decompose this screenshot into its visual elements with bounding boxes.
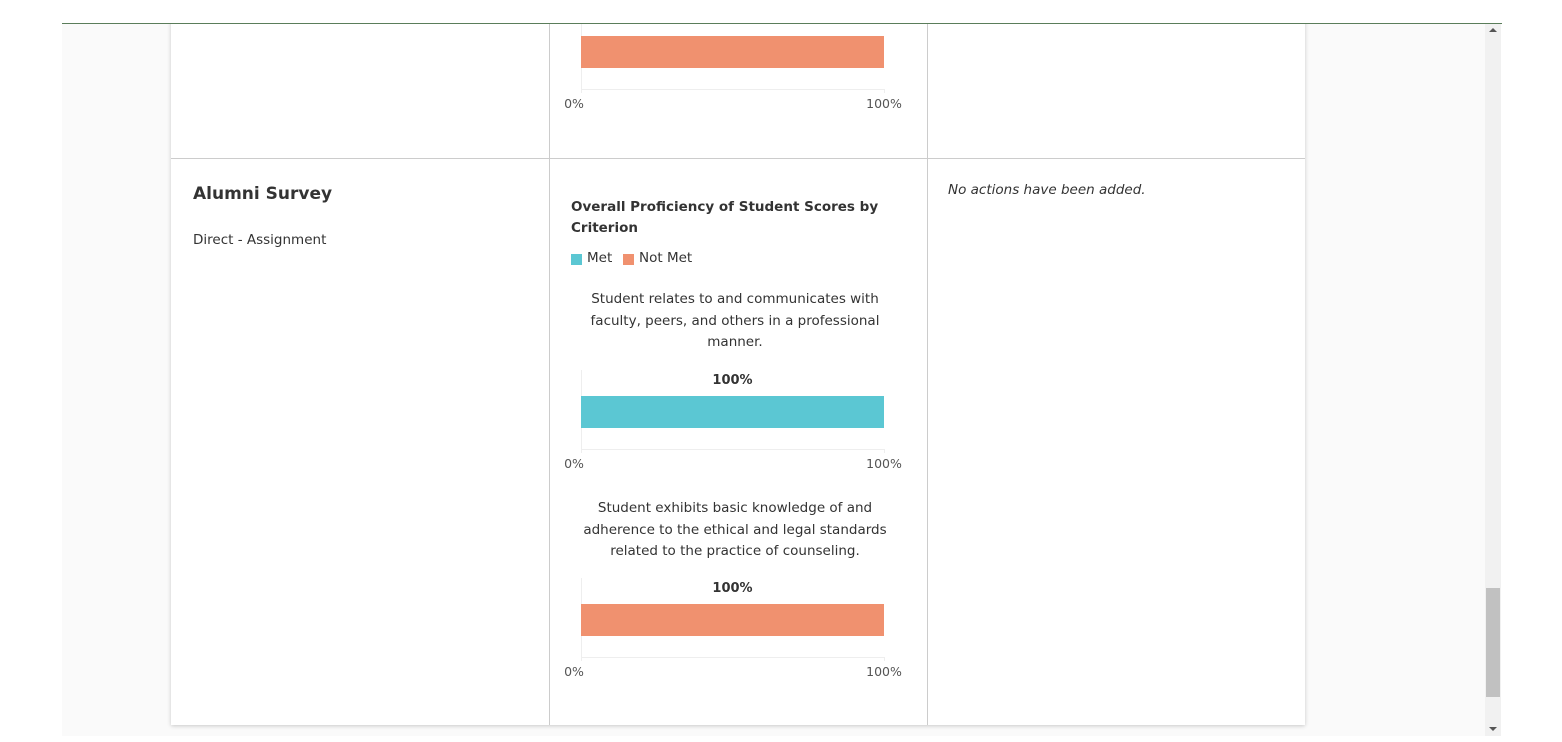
value-label: 100% [712,24,752,28]
x-tick-label: 100% [866,456,902,471]
tick-mark [884,89,885,93]
criterion-label: Student relates to and communicates with… [590,291,880,350]
value-label: 100% [712,373,753,388]
tick-mark [884,449,885,453]
bar [581,36,884,68]
chart-title: Overall Proficiency of Student Scores by… [571,199,879,236]
criterion-label: Student exhibits basic knowledge of and … [583,500,887,559]
value-label: 100% [712,581,753,596]
column-divider [549,24,550,725]
x-tick-label: 100% [866,96,902,111]
x-tick-label: 0% [564,456,584,471]
actions-note: No actions have been added. [948,182,1146,198]
content: 100% 0% 100% Alumni Survey Direct - Assignme… [62,24,1485,736]
row-divider [171,158,1305,159]
tick-mark [581,89,582,93]
axis-line [581,449,884,450]
scroll-up[interactable] [1489,28,1497,32]
scroll-down[interactable] [1489,727,1497,731]
x-tick-label: 100% [866,664,902,679]
axis-line [581,657,884,658]
x-tick-label: 0% [564,96,584,111]
scrollbar-thumb[interactable] [1486,588,1500,697]
legend-swatch [623,254,634,265]
bar [581,396,884,428]
header-rule [62,23,1502,24]
legend-label: Not Met [639,250,693,266]
row-title: Alumni Survey [193,184,333,204]
column-divider [927,24,928,725]
legend-swatch [571,254,582,265]
axis-line [581,89,884,90]
tick-mark [884,657,885,661]
row-subtitle: Direct - Assignment [193,232,327,248]
tick-mark [581,657,582,661]
x-tick-label: 0% [564,664,584,679]
legend-label: Met [587,250,613,266]
tick-mark [581,449,582,453]
scrollbar[interactable] [1485,24,1501,736]
bar [581,604,884,636]
